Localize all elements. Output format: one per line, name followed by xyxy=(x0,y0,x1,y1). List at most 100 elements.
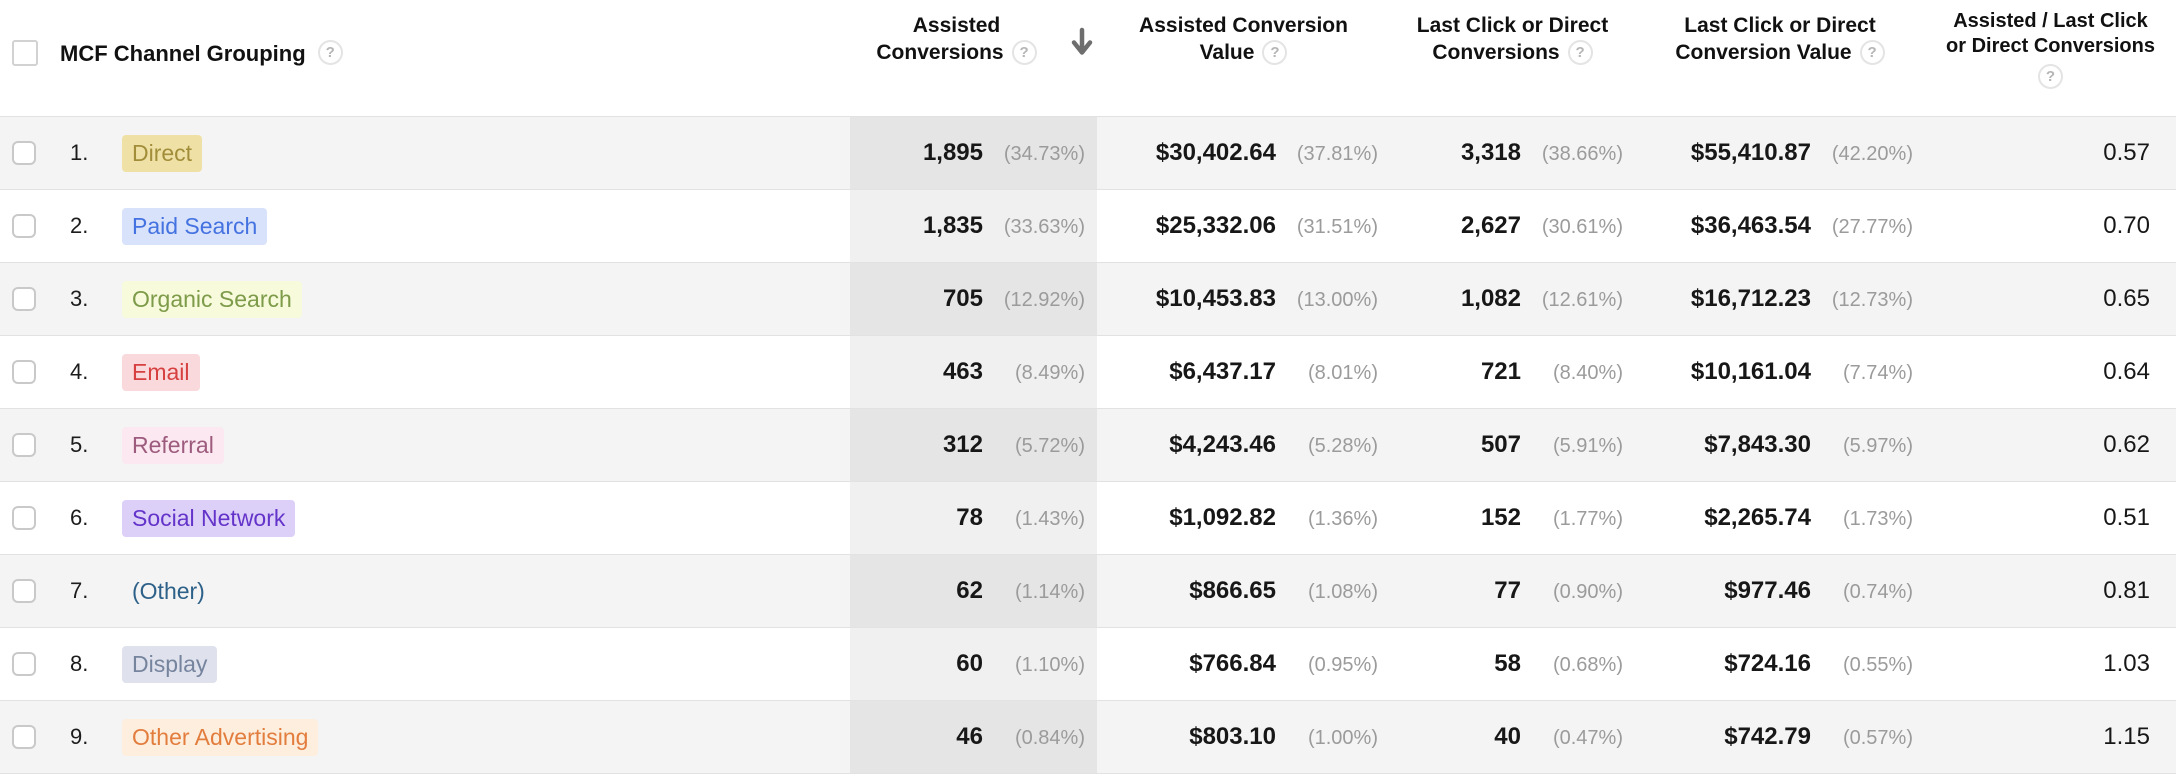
row-select-cell xyxy=(0,628,50,700)
select-all-checkbox[interactable] xyxy=(12,40,38,66)
metric-value: 312 xyxy=(942,431,983,458)
metric-percent: (1.00%) xyxy=(1307,727,1378,749)
header-assisted-conversions[interactable]: Assisted Conversions ? xyxy=(850,0,1097,116)
channel-chip[interactable]: Other Advertising xyxy=(122,718,319,756)
header-assisted-conversion-value[interactable]: Assisted Conversion Value ? xyxy=(1097,0,1390,116)
metric-value: 1,082 xyxy=(1460,285,1521,312)
table-row: 7. (Other) 62 (1.14%) $866.65 (1.08%) 77… xyxy=(0,555,2176,628)
row-checkbox[interactable] xyxy=(12,579,36,603)
help-icon[interactable]: ? xyxy=(1859,40,1885,65)
assisted-conversions-cell: 46 (0.84%) xyxy=(850,701,1097,773)
metric-percent: (5.72%) xyxy=(1014,435,1085,457)
help-icon[interactable]: ? xyxy=(2037,64,2063,89)
dimension-header-cell: MCF Channel Grouping ? xyxy=(0,0,850,116)
metric-value: $866.65 xyxy=(1189,577,1276,604)
help-icon[interactable]: ? xyxy=(1011,40,1037,65)
row-checkbox[interactable] xyxy=(12,652,36,676)
header-last-click-conversions[interactable]: Last Click or Direct Conversions ? xyxy=(1390,0,1635,116)
assisted-conversions-cell: 1,835 (33.63%) xyxy=(850,190,1097,262)
last-click-conversion-value-cell: $7,843.30 (5.97%) xyxy=(1635,409,1925,481)
assisted-conversions-cell: 78 (1.43%) xyxy=(850,482,1097,554)
metric-percent: (0.90%) xyxy=(1552,581,1623,603)
row-rank: 8. xyxy=(70,651,89,676)
ratio-value: 0.81 xyxy=(2103,577,2150,604)
metric-percent: (0.74%) xyxy=(1842,581,1913,603)
header-line: Value xyxy=(1199,41,1255,64)
ratio-value: 1.03 xyxy=(2103,650,2150,677)
assisted-conversions-cell: 1,895 (34.73%) xyxy=(850,117,1097,189)
metric-value: $30,402.64 xyxy=(1155,139,1276,166)
help-icon[interactable]: ? xyxy=(1262,40,1288,65)
metric-value: 463 xyxy=(942,358,983,385)
row-checkbox[interactable] xyxy=(12,214,36,238)
channel-chip[interactable]: Referral xyxy=(122,426,224,464)
assisted-conversion-value-cell: $30,402.64 (37.81%) xyxy=(1097,117,1390,189)
ratio-cell: 1.03 xyxy=(1925,628,2176,700)
row-rank: 6. xyxy=(70,505,89,530)
channel-chip[interactable]: Email xyxy=(122,353,200,391)
channel-chip[interactable]: Organic Search xyxy=(122,280,302,318)
row-checkbox[interactable] xyxy=(12,433,36,457)
row-checkbox[interactable] xyxy=(12,287,36,311)
assisted-conversion-value-cell: $866.65 (1.08%) xyxy=(1097,555,1390,627)
metric-percent: (0.68%) xyxy=(1552,654,1623,676)
metric-value: 2,627 xyxy=(1460,212,1521,239)
last-click-conversions-cell: 3,318 (38.66%) xyxy=(1390,117,1635,189)
metric-value: $25,332.06 xyxy=(1155,212,1276,239)
table-row: 4. Email 463 (8.49%) $6,437.17 (8.01%) 7… xyxy=(0,336,2176,409)
metric-value: 46 xyxy=(956,723,983,750)
ratio-cell: 1.15 xyxy=(1925,701,2176,773)
last-click-conversion-value-cell: $2,265.74 (1.73%) xyxy=(1635,482,1925,554)
row-checkbox[interactable] xyxy=(12,141,36,165)
header-assisted-last-click-ratio[interactable]: Assisted / Last Click or Direct Conversi… xyxy=(1925,0,2176,116)
channel-chip[interactable]: (Other) xyxy=(132,577,205,604)
table-header: MCF Channel Grouping ? Assisted Conversi… xyxy=(0,0,2176,117)
row-checkbox[interactable] xyxy=(12,360,36,384)
last-click-conversion-value-cell: $742.79 (0.57%) xyxy=(1635,701,1925,773)
metric-percent: (0.95%) xyxy=(1307,654,1378,676)
last-click-conversion-value-cell: $724.16 (0.55%) xyxy=(1635,628,1925,700)
row-checkbox[interactable] xyxy=(12,506,36,530)
table-body: 1. Direct 1,895 (34.73%) $30,402.64 (37.… xyxy=(0,117,2176,774)
row-checkbox[interactable] xyxy=(12,725,36,749)
last-click-conversions-cell: 152 (1.77%) xyxy=(1390,482,1635,554)
metric-value: 1,835 xyxy=(922,212,983,239)
row-select-cell xyxy=(0,701,50,773)
channel-chip[interactable]: Direct xyxy=(122,134,203,172)
help-icon[interactable]: ? xyxy=(1567,40,1593,65)
metric-percent: (0.55%) xyxy=(1842,654,1913,676)
metric-value: 507 xyxy=(1480,431,1521,458)
last-click-conversions-cell: 2,627 (30.61%) xyxy=(1390,190,1635,262)
channel-cell: Email xyxy=(115,336,850,408)
help-icon[interactable]: ? xyxy=(317,40,343,65)
metric-percent: (13.00%) xyxy=(1296,289,1378,311)
ratio-cell: 0.70 xyxy=(1925,190,2176,262)
channel-cell: Referral xyxy=(115,409,850,481)
dimension-header-label[interactable]: MCF Channel Grouping xyxy=(60,41,306,66)
header-last-click-conversion-value[interactable]: Last Click or Direct Conversion Value ? xyxy=(1635,0,1925,116)
row-rank: 2. xyxy=(70,213,89,238)
metric-percent: (8.40%) xyxy=(1552,362,1623,384)
assisted-conversion-value-cell: $803.10 (1.00%) xyxy=(1097,701,1390,773)
channel-chip[interactable]: Display xyxy=(122,645,218,683)
assisted-conversion-value-cell: $4,243.46 (5.28%) xyxy=(1097,409,1390,481)
channel-chip[interactable]: Paid Search xyxy=(122,207,268,245)
header-line: or Direct Conversions xyxy=(1946,35,2155,57)
metric-percent: (37.81%) xyxy=(1296,143,1378,165)
sort-descending-icon xyxy=(1069,27,1095,59)
channel-chip[interactable]: Social Network xyxy=(122,499,296,537)
metric-value: 3,318 xyxy=(1460,139,1521,166)
metric-value: $1,092.82 xyxy=(1169,504,1276,531)
last-click-conversions-cell: 507 (5.91%) xyxy=(1390,409,1635,481)
metric-percent: (1.77%) xyxy=(1552,508,1623,530)
metric-percent: (1.10%) xyxy=(1014,654,1085,676)
metric-value: 78 xyxy=(956,504,983,531)
table-row: 3. Organic Search 705 (12.92%) $10,453.8… xyxy=(0,263,2176,336)
table-row: 5. Referral 312 (5.72%) $4,243.46 (5.28%… xyxy=(0,409,2176,482)
metric-percent: (1.14%) xyxy=(1014,581,1085,603)
channel-cell: Organic Search xyxy=(115,263,850,335)
ratio-cell: 0.64 xyxy=(1925,336,2176,408)
header-line: Conversions xyxy=(876,41,1004,64)
metric-value: $803.10 xyxy=(1189,723,1276,750)
row-rank: 3. xyxy=(70,286,89,311)
